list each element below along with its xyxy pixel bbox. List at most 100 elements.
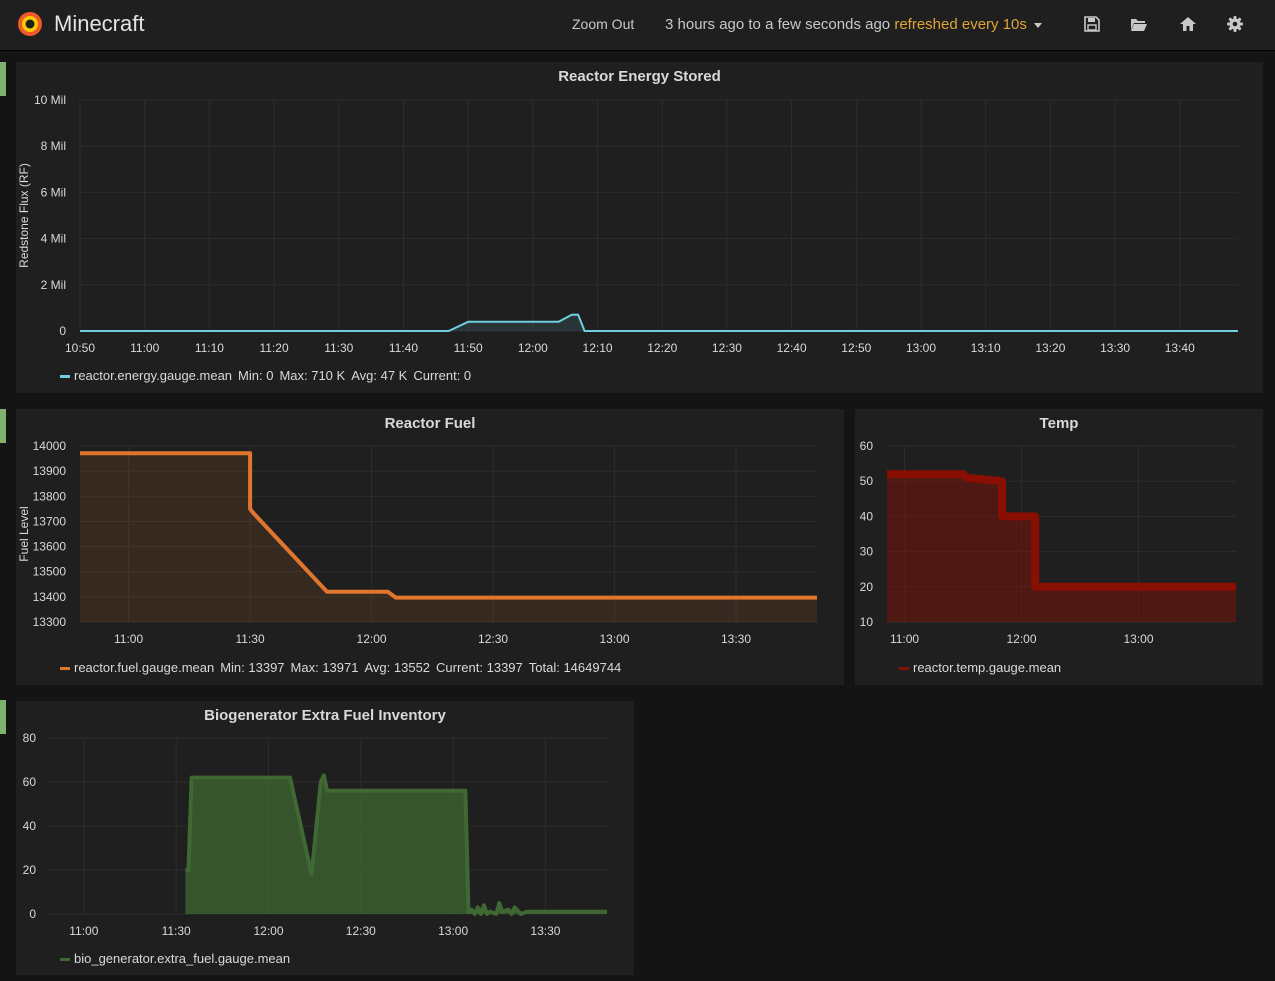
y-tick-label: 10	[860, 615, 874, 629]
row-collapse-handle[interactable]	[0, 700, 6, 734]
x-tick-label: 11:00	[114, 632, 143, 646]
y-tick-label: 20	[23, 863, 37, 877]
x-tick-label: 12:10	[583, 341, 613, 355]
series-area	[80, 314, 1238, 331]
legend-max: Max: 13971	[290, 660, 359, 675]
panel-title[interactable]: Reactor Fuel	[384, 415, 476, 432]
row-collapse-handle[interactable]	[0, 62, 6, 96]
caret-down-icon	[1034, 22, 1043, 28]
x-tick-label: 13:30	[1100, 341, 1130, 355]
series-line	[80, 313, 1238, 332]
y-tick-label: 13800	[33, 489, 67, 503]
series-line	[80, 451, 817, 600]
y-tick-label: 13600	[33, 540, 67, 554]
time-range-label: 3 hours ago to a few seconds ago	[665, 16, 891, 33]
series-swatch[interactable]	[60, 667, 70, 671]
x-tick-label: 11:10	[195, 341, 224, 355]
refresh-interval-label: refreshed every 10s	[894, 16, 1027, 33]
y-tick-label: 13400	[33, 590, 67, 604]
fuel-chart: 13300 13400 13500 13600 13700 13800 13900 14000…	[17, 439, 817, 646]
x-tick-label: 11:00	[890, 632, 919, 646]
y-tick-label: 10 Mil	[34, 93, 66, 107]
grafana-logo-icon[interactable]	[16, 10, 44, 38]
gear-icon[interactable]	[1226, 15, 1244, 33]
folder-open-icon[interactable]	[1130, 15, 1148, 33]
series-swatch[interactable]	[60, 375, 70, 379]
y-tick-label: 4 Mil	[41, 232, 66, 246]
home-icon[interactable]	[1179, 15, 1197, 33]
legend-total: Total: 14649744	[528, 660, 622, 675]
legend-min: Min: 13397	[220, 660, 285, 675]
x-tick-label: 12:00	[357, 632, 387, 646]
x-tick-label: 12:00	[1007, 632, 1037, 646]
legend-avg: Avg: 13552	[364, 660, 431, 675]
x-tick-label: 13:40	[1165, 341, 1195, 355]
time-range-picker[interactable]: 3 hours ago to a few seconds ago refresh…	[665, 16, 1043, 33]
y-tick-label: 8 Mil	[41, 139, 66, 153]
legend: reactor.fuel.gauge.mean Min: 13397 Max: 13…	[60, 660, 621, 675]
x-tick-label: 13:00	[600, 632, 630, 646]
legend-series-name[interactable]: reactor.temp.gauge.mean	[913, 660, 1062, 675]
temp-chart: 10 20 30 40 50 60 11:00 12:00 13:00	[860, 439, 1236, 646]
series-line	[887, 470, 1236, 591]
x-tick-label: 12:20	[647, 341, 677, 355]
y-tick-label: 80	[23, 731, 37, 745]
x-tick-label: 11:30	[236, 632, 265, 646]
y-tick-label: 6 Mil	[41, 185, 66, 199]
legend-series-name[interactable]: bio_generator.extra_fuel.gauge.mean	[74, 951, 291, 966]
x-tick-label: 11:30	[162, 924, 191, 938]
dashboard-title[interactable]: Minecraft	[54, 11, 145, 36]
save-icon[interactable]	[1083, 15, 1101, 33]
x-tick-label: 11:50	[454, 341, 483, 355]
y-axis-label: Fuel Level	[17, 506, 31, 561]
energy-chart: 0 2 Mil 4 Mil 6 Mil 8 Mil 10 Mil 10:50 11:00 11:…	[17, 93, 1238, 355]
legend-current: Current: 0	[413, 368, 472, 383]
panel-title[interactable]: Reactor Energy Stored	[558, 68, 721, 85]
y-tick-label: 30	[860, 545, 874, 559]
x-tick-label: 13:30	[530, 924, 560, 938]
y-tick-label: 13700	[33, 514, 67, 528]
legend-series-name[interactable]: reactor.energy.gauge.mean	[74, 368, 233, 383]
panel-biogenerator: Biogenerator Extra Fuel Inventory 0 20 40 6…	[16, 701, 634, 975]
y-tick-label: 14000	[33, 439, 67, 453]
series-area	[887, 474, 1236, 622]
y-tick-label: 13900	[33, 464, 67, 478]
zoom-out-button[interactable]: Zoom Out	[572, 16, 635, 32]
x-tick-label: 13:00	[1123, 632, 1153, 646]
series-swatch[interactable]	[60, 958, 70, 962]
series-area	[185, 775, 607, 914]
x-tick-label: 13:00	[906, 341, 936, 355]
x-tick-label: 13:10	[971, 341, 1001, 355]
top-navbar: Minecraft Zoom Out 3 hours ago to a few …	[0, 0, 1275, 51]
x-tick-label: 12:00	[253, 924, 283, 938]
y-tick-label: 0	[59, 324, 66, 338]
x-tick-label: 11:00	[130, 341, 159, 355]
y-tick-label: 13500	[33, 565, 67, 579]
x-tick-label: 13:00	[438, 924, 468, 938]
legend-avg: Avg: 47 K	[351, 368, 408, 383]
series-swatch[interactable]	[899, 667, 909, 671]
x-tick-label: 12:30	[712, 341, 742, 355]
y-tick-label: 20	[860, 580, 874, 594]
y-tick-label: 50	[860, 474, 874, 488]
panel-reactor-energy: Reactor Energy Stored 0 2 Mil 4 Mil 6 Mil 8 …	[16, 62, 1263, 393]
legend-series-name[interactable]: reactor.fuel.gauge.mean	[74, 660, 215, 675]
x-tick-label: 12:00	[518, 341, 548, 355]
y-tick-label: 40	[860, 509, 874, 523]
biogenerator-chart: 0 20 40 60 80 11:00 11:30 12:00 12:30 13:00 13:30	[23, 731, 607, 938]
legend: bio_generator.extra_fuel.gauge.mean	[60, 951, 290, 966]
y-tick-label: 60	[860, 439, 874, 453]
x-tick-label: 12:30	[346, 924, 376, 938]
row-collapse-handle[interactable]	[0, 409, 6, 443]
panel-title[interactable]: Biogenerator Extra Fuel Inventory	[204, 707, 446, 724]
x-tick-label: 11:40	[389, 341, 418, 355]
series-area	[80, 453, 817, 622]
legend-min: Min: 0	[238, 368, 274, 383]
panel-title[interactable]: Temp	[1039, 415, 1079, 432]
x-tick-label: 12:50	[841, 341, 871, 355]
y-tick-label: 40	[23, 819, 37, 833]
x-tick-label: 11:00	[69, 924, 98, 938]
x-tick-label: 11:20	[260, 341, 289, 355]
x-tick-label: 13:30	[721, 632, 751, 646]
x-tick-label: 12:30	[478, 632, 508, 646]
